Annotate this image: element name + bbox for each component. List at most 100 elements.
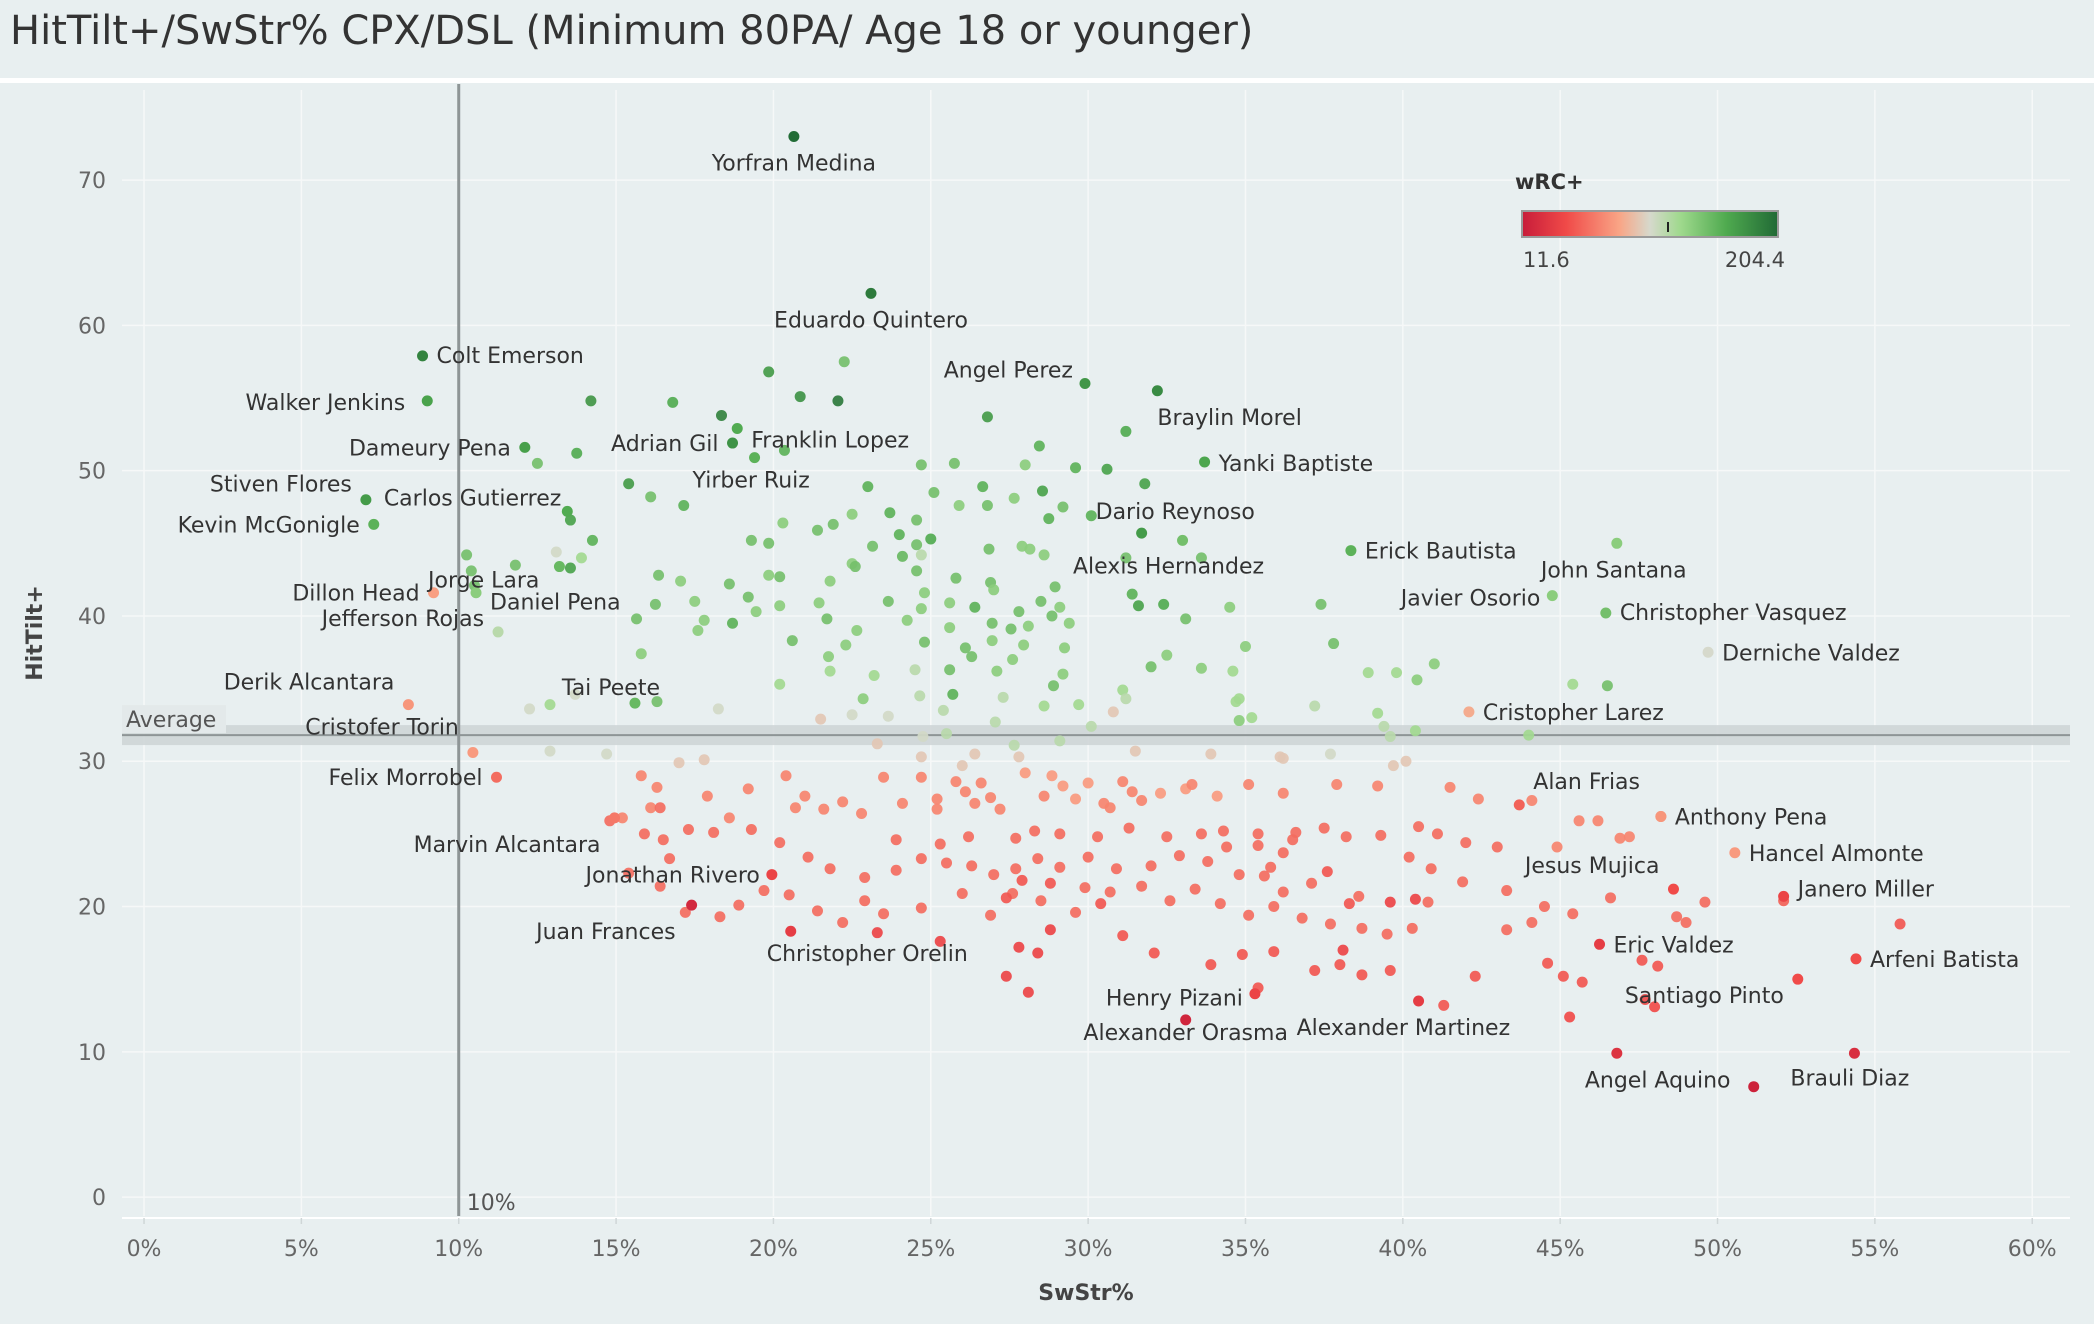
data-point	[1010, 863, 1022, 875]
data-point	[1046, 770, 1058, 782]
data-point	[786, 635, 798, 647]
data-point	[509, 559, 521, 571]
data-point	[1007, 654, 1019, 666]
data-point	[1054, 828, 1066, 840]
labeled-data-point	[766, 869, 778, 881]
data-point	[1422, 896, 1434, 908]
y-tick-label: 20	[78, 896, 106, 921]
data-point	[1054, 735, 1066, 747]
data-point	[723, 812, 735, 824]
data-point	[1243, 909, 1255, 921]
y-tick-label: 70	[78, 169, 106, 194]
data-point	[918, 636, 930, 648]
labeled-data-point	[1345, 545, 1357, 557]
data-point	[1309, 964, 1321, 976]
data-point	[956, 760, 968, 772]
point-label: Dario Reynoso	[1096, 500, 1255, 525]
data-point	[645, 802, 657, 814]
data-point	[928, 486, 940, 498]
data-point	[969, 601, 981, 613]
data-point	[1472, 793, 1484, 805]
data-point	[682, 824, 694, 836]
point-label: Janero Miller	[1796, 877, 1935, 902]
y-tick-label: 40	[78, 605, 106, 630]
data-point	[1438, 999, 1450, 1011]
labeled-data-point	[490, 771, 502, 783]
data-point	[802, 851, 814, 863]
data-point	[1057, 780, 1069, 792]
data-point	[1155, 787, 1167, 799]
data-point	[1362, 667, 1374, 679]
data-point	[653, 569, 665, 581]
data-point	[1378, 720, 1390, 732]
data-point	[818, 803, 830, 815]
data-point	[837, 796, 849, 808]
data-point	[1139, 478, 1151, 490]
data-point	[698, 614, 710, 626]
data-point	[915, 603, 927, 615]
data-point	[1309, 700, 1321, 712]
data-point	[1085, 720, 1097, 732]
legend-min-label: 11.6	[1523, 248, 1570, 272]
data-point	[1013, 751, 1025, 763]
data-point	[524, 703, 536, 715]
data-point	[569, 688, 581, 700]
data-point	[1221, 841, 1233, 853]
data-point	[1043, 513, 1055, 525]
data-point	[1324, 748, 1336, 760]
data-point	[1460, 837, 1472, 849]
data-point	[1372, 707, 1384, 719]
data-point	[575, 552, 587, 564]
point-label: Jonathan Rivero	[584, 864, 760, 889]
data-point	[985, 792, 997, 804]
data-point	[832, 395, 844, 407]
data-point	[1085, 510, 1097, 522]
data-point	[950, 776, 962, 788]
data-point	[811, 905, 823, 917]
data-point	[1337, 944, 1349, 956]
data-point	[1353, 890, 1365, 902]
data-point	[1501, 924, 1513, 936]
data-point	[1894, 918, 1906, 930]
data-point	[1070, 906, 1082, 918]
data-point	[631, 613, 643, 625]
data-point	[1010, 832, 1022, 844]
data-point	[896, 797, 908, 809]
data-point	[840, 639, 852, 651]
data-point	[950, 572, 962, 584]
data-point	[1038, 700, 1050, 712]
labeled-data-point	[467, 747, 479, 759]
data-point	[635, 648, 647, 660]
data-point	[911, 539, 923, 551]
data-point	[959, 786, 971, 798]
data-point	[1287, 834, 1299, 846]
data-point	[1457, 876, 1469, 888]
color-legend: wRC+ 11.6 204.4	[1515, 170, 1785, 285]
data-point	[824, 575, 836, 587]
point-label: Stiven Flores	[210, 473, 352, 498]
data-point	[856, 808, 868, 820]
labeled-data-point	[1594, 938, 1606, 950]
data-point	[645, 491, 657, 503]
reference-lines: 10%	[457, 84, 516, 1216]
data-point	[1161, 649, 1173, 661]
data-point	[1033, 440, 1045, 452]
data-point	[934, 935, 946, 947]
data-point	[1652, 960, 1664, 972]
data-point	[944, 664, 956, 676]
labeled-data-point	[1151, 385, 1163, 397]
data-point	[564, 514, 576, 526]
labeled-data-point	[553, 561, 565, 573]
point-label: Walker Jenkins	[246, 391, 406, 416]
data-point	[977, 481, 989, 493]
data-point	[1073, 699, 1085, 711]
data-point	[934, 838, 946, 850]
data-point	[1384, 731, 1396, 743]
data-point	[1230, 696, 1242, 708]
data-point	[953, 500, 965, 512]
data-point	[1409, 725, 1421, 737]
data-point	[986, 635, 998, 647]
data-point	[1013, 941, 1025, 953]
data-point	[1375, 829, 1387, 841]
